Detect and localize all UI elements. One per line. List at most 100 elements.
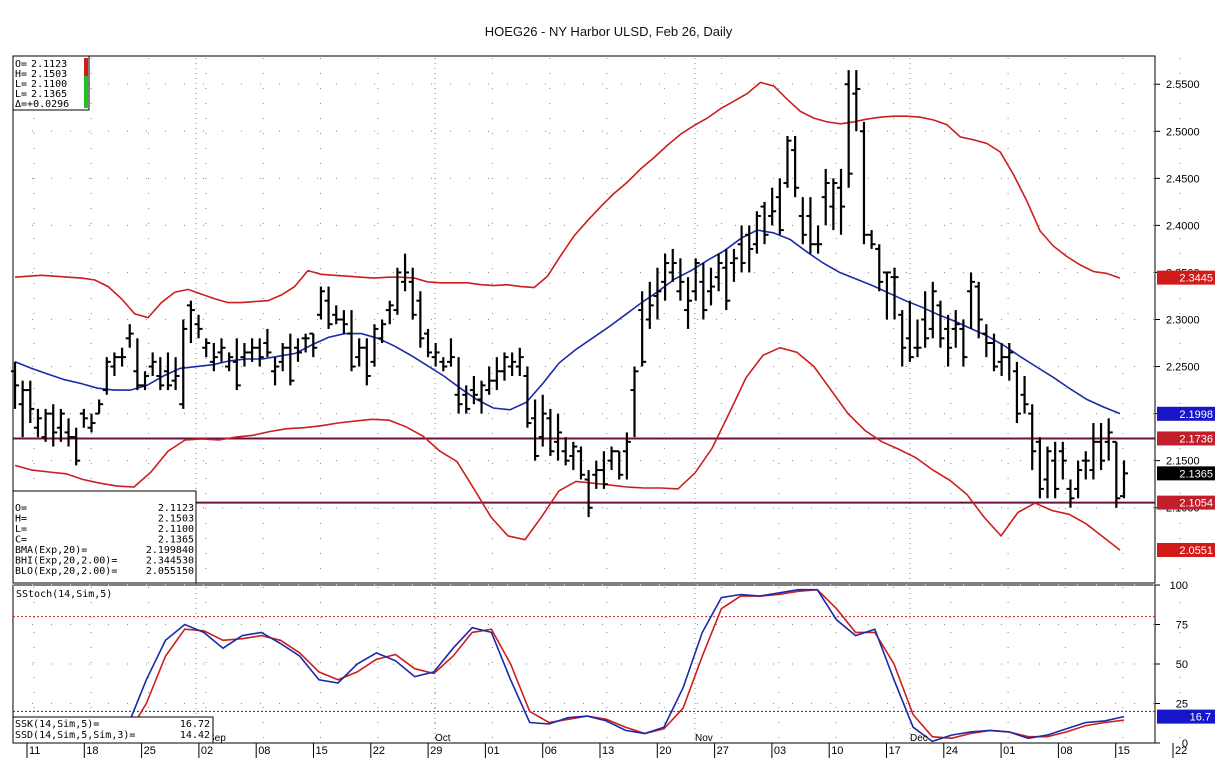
price-bar (508, 352, 517, 376)
price-bar (462, 385, 471, 414)
price-bar (1012, 361, 1021, 424)
chart-title: HOEG26 - NY Harbor ULSD, Feb 26, Daily (484, 24, 733, 39)
price-bar (141, 371, 150, 391)
price-bar (1058, 441, 1067, 480)
price-bar (1066, 479, 1075, 508)
data-window-value: 2.1503 (158, 514, 194, 525)
price-bar (806, 197, 815, 254)
grid-dots (13, 58, 1181, 741)
data-window-value: 2.1100 (158, 524, 194, 535)
price-tag-value: 2.1365 (1179, 468, 1213, 480)
date-axis: 11 18 25 02 08 15 22 29 01 06 13 20 27 03 10 17 24 01 08 15… (26, 733, 1187, 758)
price-axis-label: 2.3000 (1166, 315, 1200, 327)
price-bar (492, 357, 501, 391)
price-bar (118, 347, 127, 367)
price-axis-label: 2.5500 (1166, 79, 1200, 91)
date-axis-label: 22 (373, 745, 385, 757)
stoch-tag-value: 16.7 (1190, 712, 1211, 724)
price-bar (1020, 375, 1029, 414)
price-bar (408, 267, 417, 320)
data-window-value: 2.055150 (146, 566, 194, 577)
price-axis-label: 2.4000 (1166, 220, 1200, 232)
price-bar (737, 225, 746, 273)
price-bar (72, 427, 81, 466)
price-bar (33, 408, 42, 438)
date-axis-label: 24 (946, 745, 958, 757)
date-axis-label: 17 (889, 745, 901, 757)
ssk-line (107, 588, 1125, 744)
price-bar (684, 277, 693, 329)
price-bar (293, 338, 302, 362)
data-window-label: H= (15, 514, 27, 525)
price-bar (431, 343, 440, 367)
price-bar (217, 338, 226, 362)
price-bar (271, 357, 280, 386)
price-bar (554, 413, 563, 461)
price-bar (401, 253, 410, 292)
date-axis-label: 06 (545, 745, 557, 757)
price-bar (752, 211, 761, 254)
price-bar (1089, 423, 1098, 480)
price-bar (500, 352, 509, 381)
month-label: Oct (435, 733, 451, 744)
price-bar (890, 267, 899, 320)
bollinger-bands (14, 81, 1121, 551)
price-bar (1104, 418, 1113, 461)
price-bar (202, 338, 211, 358)
price-bar (1043, 446, 1052, 499)
price-tag-box (1157, 406, 1215, 421)
price-bar (905, 300, 914, 362)
price-bar (576, 446, 585, 480)
price-axis-label: 2.4500 (1166, 173, 1200, 185)
price-bar (898, 310, 907, 367)
price-bar (982, 324, 991, 358)
price-bar (309, 332, 318, 358)
price-bar (446, 338, 455, 367)
price-bar (64, 418, 73, 447)
price-bar (49, 404, 58, 447)
price-bar (102, 357, 111, 395)
price-bar (661, 253, 670, 301)
price-bar (278, 343, 287, 372)
month-label: Sep (208, 733, 226, 744)
price-bar (760, 201, 769, 245)
price-bar (523, 366, 532, 428)
price-tag-box (1157, 466, 1215, 481)
price-bar (775, 178, 784, 235)
stoch-axis: 100 75 50 25 0 (1155, 580, 1188, 750)
price-bar (691, 258, 700, 301)
price-bar (1081, 451, 1090, 480)
price-tag-value: 2.3445 (1179, 273, 1213, 285)
data-window-label: O= (15, 503, 27, 514)
date-axis-label: 11 (29, 745, 40, 757)
price-bar (347, 310, 356, 372)
price-tag-value: 2.1054 (1179, 498, 1213, 510)
price-bars (11, 70, 1128, 518)
price-bar (913, 319, 922, 358)
date-axis-label: 29 (430, 745, 442, 757)
price-tag-value: 2.1736 (1179, 433, 1213, 445)
price-bar (18, 380, 27, 438)
price-bar (875, 244, 884, 292)
price-bar (439, 357, 448, 372)
date-axis-label: 02 (201, 745, 213, 757)
price-bar (622, 432, 631, 480)
date-axis-label: 15 (316, 745, 328, 757)
stoch-label: SStoch(14,Sim,5) (16, 589, 112, 600)
price-bar (798, 197, 807, 245)
price-bar (156, 357, 165, 391)
data-window-value: 2.344530 (146, 556, 194, 567)
price-bar (791, 135, 800, 198)
price-bar (163, 352, 172, 391)
stoch-axis-label: 0 (1182, 738, 1188, 750)
ohlc-legend-low: L= 2.1100 (15, 79, 67, 90)
data-window-value: 2.199840 (146, 545, 194, 556)
price-bar (362, 338, 371, 386)
ohlc-legend-close: L= 2.1365 (15, 89, 67, 100)
stoch-window-value: 16.72 (180, 719, 210, 730)
date-axis-label: 25 (144, 745, 156, 757)
price-bar (768, 187, 777, 226)
price-bar (599, 451, 608, 489)
price-tag-box (1157, 431, 1215, 446)
price-bar (997, 343, 1006, 376)
